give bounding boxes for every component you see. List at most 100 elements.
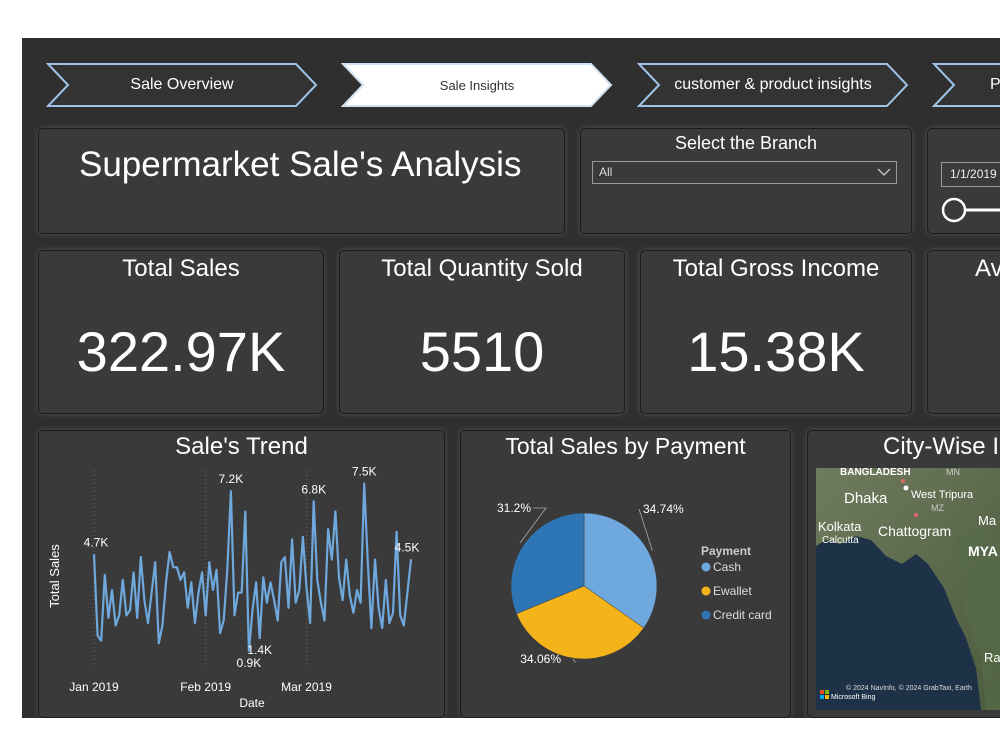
- data-label: 7.5K: [352, 465, 377, 479]
- x-axis-title: Date: [239, 696, 265, 710]
- nav-arrow-shape: [637, 63, 909, 107]
- nav-label: Sale Insights: [439, 77, 515, 93]
- data-point: [305, 586, 308, 589]
- data-point: [147, 622, 149, 624]
- map-label: West Tripura: [911, 489, 974, 501]
- data-point: [114, 624, 117, 627]
- data-point: [186, 606, 189, 609]
- leader-line: [519, 507, 547, 544]
- branch-dropdown[interactable]: All: [592, 161, 897, 184]
- data-label: 0.9K: [237, 656, 262, 670]
- data-point: [140, 556, 142, 558]
- data-point: [215, 568, 218, 571]
- data-point: [248, 650, 250, 652]
- data-point: [226, 568, 229, 571]
- data-point: [359, 601, 362, 604]
- chart-title: Sale's Trend: [175, 433, 308, 460]
- kpi-average: Av: [927, 250, 1000, 414]
- leader-line: [638, 508, 653, 551]
- data-point: [374, 558, 376, 561]
- map-label: MZ: [931, 503, 944, 513]
- legend-item: Credit card: [713, 608, 772, 622]
- data-point: [255, 581, 257, 584]
- data-point: [327, 528, 329, 531]
- date-start-input[interactable]: 1/1/2019: [941, 162, 1000, 187]
- nav-customer-product-button[interactable]: customer & product insights: [637, 62, 909, 108]
- data-point: [143, 599, 146, 601]
- data-point: [118, 614, 121, 617]
- data-point: [93, 553, 95, 556]
- map-label: Kolkata: [818, 519, 862, 534]
- map-label: BANGLADESH: [840, 468, 911, 478]
- map-pin: [903, 485, 909, 491]
- slider-handle[interactable]: [941, 197, 967, 223]
- nav-label: P: [990, 76, 1000, 93]
- series-line: [92, 482, 413, 652]
- map-pin: [901, 479, 905, 483]
- map-pin: [914, 513, 918, 517]
- map-label: MYA: [968, 543, 998, 559]
- data-point: [294, 601, 297, 604]
- data-point: [320, 601, 322, 604]
- date-range-slider[interactable]: [940, 197, 1000, 223]
- data-point: [179, 579, 182, 581]
- data-point: [165, 581, 167, 584]
- data-point: [284, 556, 286, 558]
- data-point: [298, 589, 301, 591]
- data-point: [266, 601, 268, 604]
- sales-trend-card: Sale's Trend Jan 2019 Feb 2019 Mar 2019 Dat…: [38, 430, 445, 718]
- map-land: [816, 468, 1000, 710]
- payment-pie-chart: 34.74% 34.06% 31.2% Payment Cash Ewallet Credi…: [497, 501, 772, 666]
- data-point: [230, 490, 232, 493]
- data-point: [287, 606, 290, 609]
- x-tick-label: Mar 2019: [281, 680, 332, 694]
- data-point: [262, 576, 265, 579]
- data-point: [291, 538, 293, 541]
- data-point: [237, 591, 239, 594]
- data-point: [341, 599, 344, 601]
- nav-sale-overview-button[interactable]: Sale Overview: [46, 62, 318, 108]
- data-point: [201, 571, 203, 574]
- slice-label: 31.2%: [497, 501, 531, 515]
- legend-marker: [701, 610, 711, 620]
- data-point: [183, 571, 185, 574]
- nav-arrow-shape: [932, 63, 1000, 107]
- kpi-value: 5510: [419, 320, 545, 383]
- report-canvas: Sale Overview Sale Insights customer & p…: [22, 38, 1000, 718]
- nav-label: customer & product insights: [674, 76, 872, 93]
- kpi-value: 322.97K: [76, 320, 286, 383]
- data-point: [111, 589, 113, 591]
- data-point: [381, 627, 383, 629]
- data-point: [107, 617, 110, 619]
- data-point: [258, 637, 261, 639]
- data-point: [96, 634, 99, 637]
- kpi-value: 15.38K: [687, 320, 865, 383]
- microsoft-logo-icon: [820, 690, 829, 699]
- map-provider: Microsoft Bing: [831, 694, 875, 701]
- nav-fourth-button[interactable]: P: [932, 62, 1000, 108]
- data-point: [323, 619, 326, 622]
- kpi-title: Total Quantity Sold: [381, 255, 583, 282]
- nav-arrow-shape: [341, 63, 613, 107]
- data-label: 4.5K: [395, 541, 420, 555]
- leader-line: [572, 658, 576, 663]
- data-point: [190, 581, 193, 584]
- data-label: 1.4K: [247, 643, 272, 657]
- data-point: [410, 558, 412, 561]
- date-slicer: 1/1/2019: [927, 128, 1000, 234]
- data-point: [377, 606, 380, 609]
- data-point: [129, 609, 131, 612]
- legend-title: Payment: [701, 544, 751, 558]
- data-point: [384, 579, 387, 581]
- data-point: [197, 591, 200, 594]
- data-point: [345, 558, 347, 561]
- kpi-title: Total Gross Income: [672, 255, 880, 282]
- data-point: [161, 624, 164, 627]
- slice-label: 34.74%: [643, 502, 684, 516]
- nav-sale-insights-button[interactable]: Sale Insights: [341, 62, 613, 108]
- data-point: [194, 622, 196, 624]
- city-map[interactable]: BANGLADESH MN Dhaka West Tripura MZ Kolk…: [816, 468, 1000, 710]
- y-axis-title: Total Sales: [47, 544, 62, 608]
- data-point: [363, 482, 365, 485]
- data-point: [388, 622, 391, 624]
